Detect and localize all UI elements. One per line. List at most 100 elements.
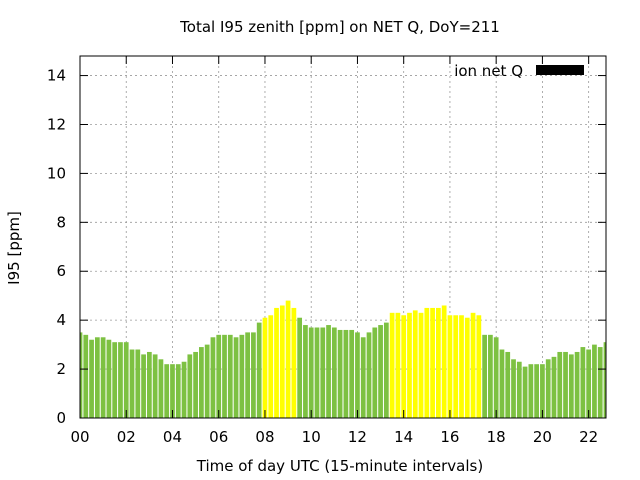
bar: [401, 315, 407, 418]
bar: [135, 349, 141, 418]
x-tick-label: 10: [302, 428, 321, 446]
bar: [308, 327, 314, 418]
bar: [430, 307, 435, 418]
bar: [331, 327, 337, 418]
bar: [511, 359, 516, 418]
legend-swatch: [536, 65, 584, 75]
bar: [170, 364, 175, 418]
bar: [141, 354, 146, 418]
bar: [303, 325, 308, 418]
bar: [482, 334, 487, 418]
bar: [94, 337, 100, 418]
x-tick-label: 04: [163, 428, 182, 446]
x-tick-label: 02: [117, 428, 136, 446]
bar: [499, 349, 505, 418]
ticks: [79, 56, 606, 419]
bar: [603, 342, 606, 418]
y-tick-label: 6: [56, 262, 66, 280]
y-tick-label: 0: [56, 409, 66, 427]
bar: [493, 337, 499, 418]
x-tick-label: 16: [440, 428, 459, 446]
bar: [453, 315, 459, 418]
x-tick-label: 14: [394, 428, 413, 446]
bar: [187, 354, 193, 418]
x-tick-label: 22: [579, 428, 598, 446]
bar: [158, 359, 164, 418]
bar: [563, 351, 568, 418]
bar: [459, 315, 464, 418]
bar: [383, 322, 389, 418]
bar: [216, 334, 222, 418]
bar: [389, 312, 395, 418]
bar: [528, 364, 534, 418]
bar: [193, 351, 198, 418]
bar: [245, 332, 250, 418]
bar: [83, 334, 89, 418]
bar: [210, 337, 216, 418]
bar: [129, 349, 135, 418]
bar: [256, 322, 262, 418]
bar: [222, 334, 227, 418]
y-tick-label: 14: [47, 67, 66, 85]
bar: [100, 337, 106, 418]
bar: [175, 364, 181, 418]
x-tick-label: 18: [487, 428, 506, 446]
x-tick-label: 08: [255, 428, 274, 446]
bar: [89, 339, 94, 418]
bar: [522, 366, 528, 418]
bar: [285, 300, 291, 418]
bar: [80, 332, 83, 418]
bar: [314, 327, 320, 418]
bar: [326, 325, 331, 418]
bar: [106, 339, 112, 418]
bar: [534, 364, 540, 418]
bar: [118, 342, 123, 418]
x-axis-label: Time of day UTC (15-minute intervals): [196, 457, 483, 475]
bar: [597, 347, 603, 418]
bar: [412, 310, 418, 418]
x-tick-label: 00: [70, 428, 89, 446]
bar: [112, 342, 118, 418]
bar: [516, 361, 522, 418]
bar: [424, 307, 430, 418]
grid: [80, 56, 606, 418]
bar: [349, 329, 355, 418]
bar: [233, 337, 239, 418]
bar: [355, 332, 360, 418]
bar: [181, 361, 187, 418]
bar: [337, 329, 343, 418]
bar: [586, 349, 592, 418]
bar: [372, 327, 378, 418]
bar: [199, 347, 204, 418]
bar: [146, 351, 152, 418]
y-tick-label: 8: [56, 213, 66, 231]
bar: [395, 312, 401, 418]
bar: [279, 305, 285, 418]
chart-title: Total I95 zenith [ppm] on NET Q, DoY=211: [179, 18, 500, 36]
y-tick-label: 12: [47, 115, 66, 133]
bar: [360, 337, 366, 418]
bar: [447, 315, 453, 418]
bar: [251, 332, 256, 418]
x-tick-label: 20: [533, 428, 552, 446]
bar: [551, 356, 557, 418]
bar: [540, 364, 545, 418]
bar: [227, 334, 233, 418]
legend: ion net Q: [454, 62, 584, 80]
legend-label: ion net Q: [454, 62, 523, 80]
x-tick-label: 06: [209, 428, 228, 446]
bar: [580, 347, 586, 418]
y-axis-label: I95 [ppm]: [5, 211, 23, 285]
bars: [80, 300, 606, 418]
bar: [274, 307, 279, 418]
bar: [470, 312, 476, 418]
y-tick-label: 4: [56, 311, 66, 329]
x-tick-label: 12: [348, 428, 367, 446]
bar: [436, 307, 441, 418]
bar: [574, 351, 580, 418]
bar: [297, 317, 303, 418]
bar: [123, 342, 129, 418]
bar: [592, 344, 597, 418]
